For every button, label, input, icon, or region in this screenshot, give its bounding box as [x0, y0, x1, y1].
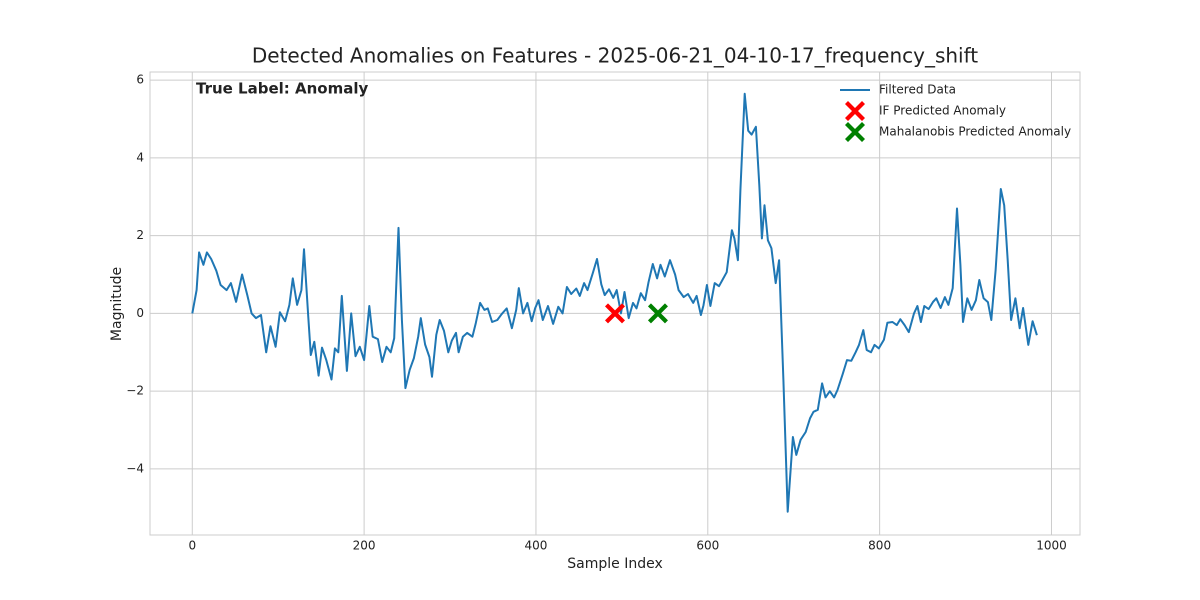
y-tick-label: 0 [136, 306, 144, 320]
x-tick-label: 0 [188, 539, 196, 553]
y-tick-label: −4 [126, 461, 144, 475]
x-tick-label: 800 [868, 539, 891, 553]
legend-swatch [845, 122, 865, 142]
plot-frame [149, 71, 1081, 536]
y-tick-label: 2 [136, 228, 144, 242]
y-tick-label: 6 [136, 73, 144, 87]
anomaly-marker [605, 303, 625, 324]
legend-label: Mahalanobis Predicted Anomaly [879, 125, 1071, 139]
annotation: True Label: Anomaly [196, 80, 368, 98]
x-tick-label: 600 [696, 539, 719, 553]
x-tick-label: 200 [353, 539, 376, 553]
legend-label: IF Predicted Anomaly [879, 104, 1006, 118]
x-axis-label: Sample Index [567, 556, 662, 572]
x-tick-label: 1000 [1036, 539, 1067, 553]
anomaly-marker [647, 303, 668, 324]
x-tick-label: 400 [525, 539, 548, 553]
y-tick-label: −2 [126, 384, 144, 398]
chart-title: Detected Anomalies on Features - 2025-06… [252, 44, 978, 68]
legend-swatch [845, 101, 865, 121]
data-line [191, 92, 1038, 513]
y-axis-label: Magnitude [109, 267, 125, 341]
legend-label: Filtered Data [879, 83, 956, 97]
y-tick-label: 4 [136, 150, 144, 164]
